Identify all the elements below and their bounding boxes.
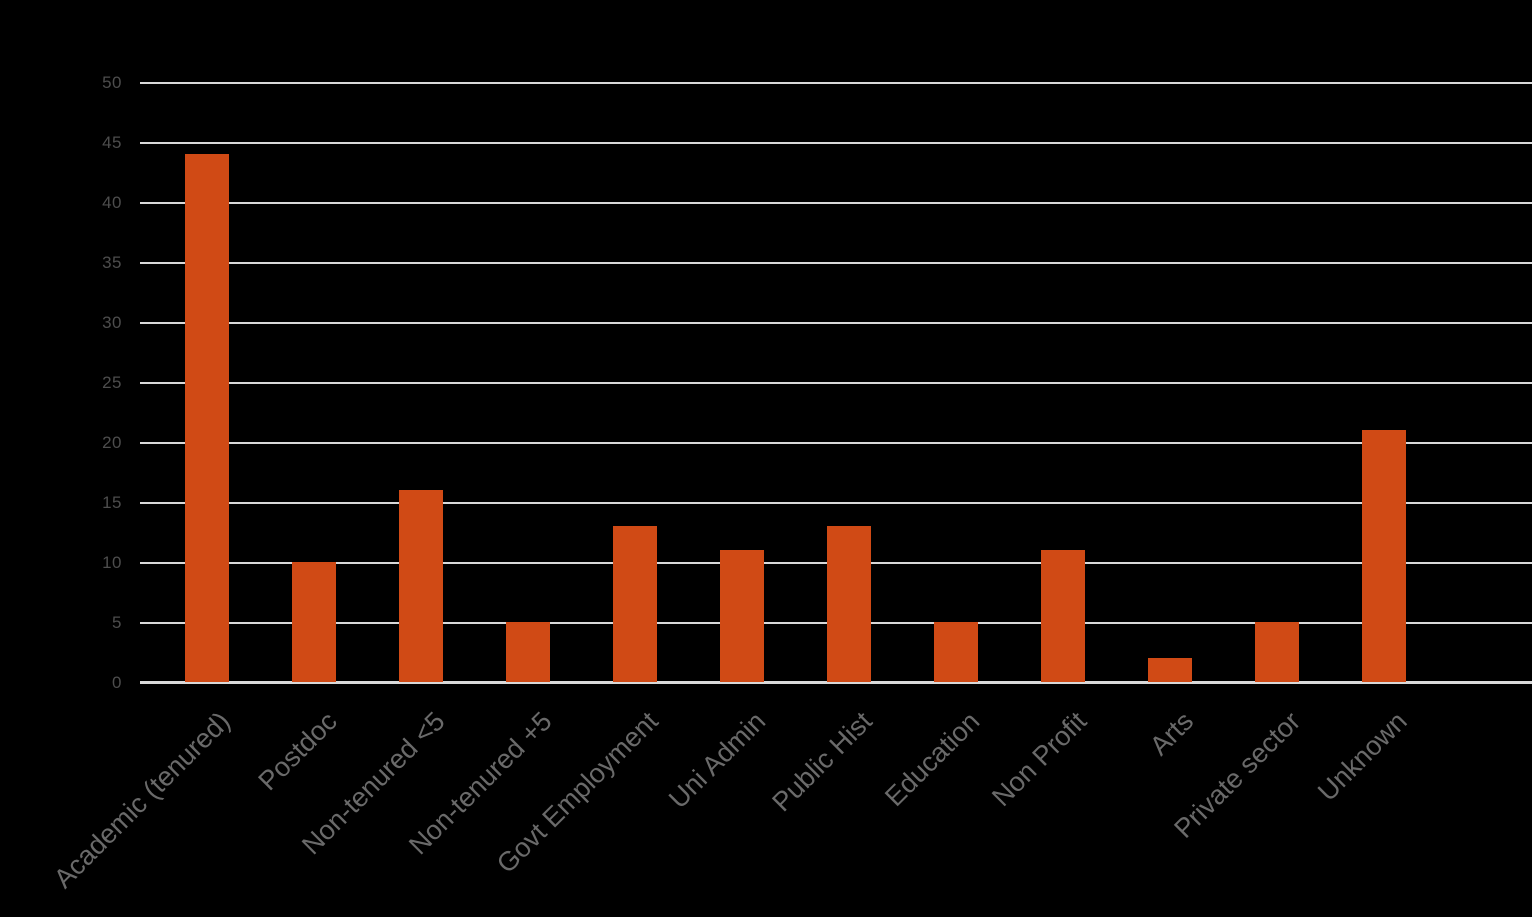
- gridline: [140, 202, 1532, 204]
- x-axis-label: Arts: [1144, 706, 1200, 762]
- bar-academic-tenured-: [185, 154, 229, 682]
- bar-arts: [1148, 658, 1192, 682]
- x-axis-label: Uni Admin: [662, 706, 772, 815]
- y-tick-label: 35: [102, 253, 122, 272]
- x-axis-label: Unknown: [1312, 706, 1414, 807]
- bar-non-profit: [1041, 550, 1085, 682]
- gridline: [140, 442, 1532, 444]
- bar-unknown: [1362, 430, 1406, 682]
- y-tick-label: 10: [102, 553, 122, 572]
- bar-education: [934, 622, 978, 682]
- gridline: [140, 262, 1532, 264]
- bar-postdoc: [292, 562, 336, 682]
- bar-non-tenured-5: [399, 490, 443, 682]
- x-axis-line: [140, 681, 1532, 684]
- gridline: [140, 142, 1532, 144]
- y-tick-label: 50: [102, 73, 122, 92]
- y-tick-label: 25: [102, 373, 122, 392]
- bar-uni-admin: [720, 550, 764, 682]
- bar-public-hist: [827, 526, 871, 682]
- y-tick-label: 15: [102, 493, 122, 512]
- y-tick-label: 45: [102, 133, 122, 152]
- gridline: [140, 382, 1532, 384]
- x-axis-label: Non Profit: [986, 706, 1093, 813]
- plot-area: [140, 82, 1532, 684]
- gridline: [140, 502, 1532, 504]
- y-tick-label: 20: [102, 433, 122, 452]
- x-axis-label: Postdoc: [253, 706, 344, 797]
- gridline: [140, 82, 1532, 84]
- y-tick-label: 0: [112, 673, 122, 692]
- gridline: [140, 322, 1532, 324]
- x-axis-label: Academic (tenured): [48, 706, 237, 894]
- bar-govt-employment: [613, 526, 657, 682]
- y-tick-label: 40: [102, 193, 122, 212]
- bar-private-sector: [1255, 622, 1299, 682]
- x-axis-label: Public Hist: [766, 706, 879, 818]
- x-axis-label: Education: [879, 706, 986, 813]
- y-tick-label: 5: [112, 613, 122, 632]
- y-tick-label: 30: [102, 313, 122, 332]
- bar-non-tenured-5: [506, 622, 550, 682]
